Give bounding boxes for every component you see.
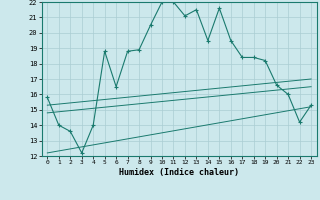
X-axis label: Humidex (Indice chaleur): Humidex (Indice chaleur): [119, 168, 239, 177]
